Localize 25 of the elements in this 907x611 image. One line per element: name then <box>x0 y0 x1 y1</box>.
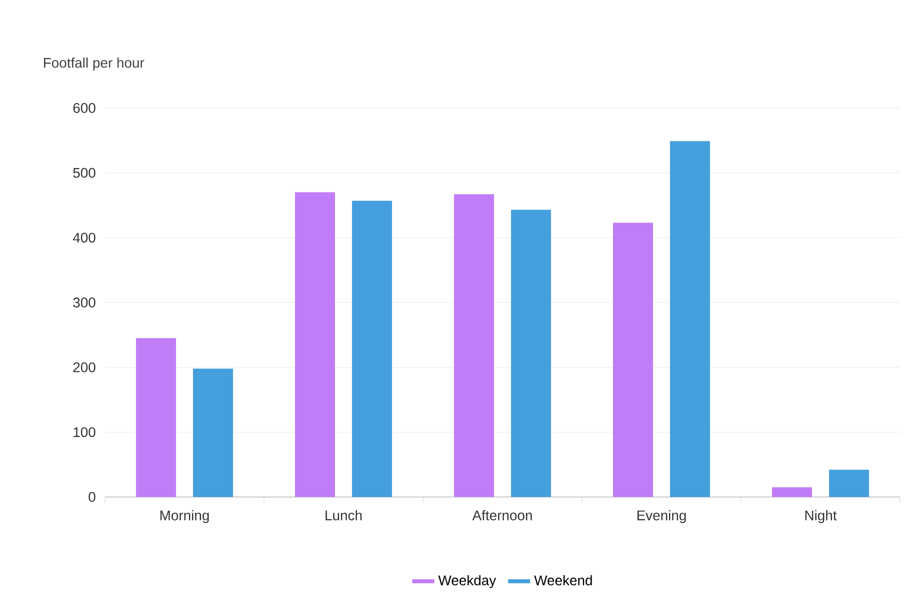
legend-label: Weekday <box>438 575 496 588</box>
y-tick-label: 100 <box>74 427 96 438</box>
bar <box>136 338 176 497</box>
bar <box>670 141 710 497</box>
x-tick-label: Night <box>805 510 837 524</box>
x-tick-label: Evening <box>637 510 686 524</box>
legend-label: Weekend <box>534 575 592 586</box>
x-tick-label: Afternoon <box>472 510 532 520</box>
x-tick-label: Lunch <box>326 510 362 520</box>
y-axis-title: Footfall per hour <box>44 57 144 70</box>
y-tick-label: 500 <box>73 168 96 178</box>
y-tick-label: 600 <box>73 103 96 113</box>
y-tick-label: 0 <box>88 492 96 502</box>
bar <box>295 192 336 497</box>
y-tick-label: 300 <box>73 298 96 308</box>
bar <box>829 470 870 497</box>
x-tick-label: Morning <box>160 510 209 524</box>
bar <box>613 222 654 497</box>
bar <box>352 200 392 497</box>
bar <box>454 194 494 497</box>
y-tick-label: 400 <box>72 232 96 243</box>
y-tick-label: 200 <box>73 362 96 372</box>
bar <box>193 368 234 497</box>
bar <box>511 210 552 497</box>
bar <box>772 487 812 497</box>
